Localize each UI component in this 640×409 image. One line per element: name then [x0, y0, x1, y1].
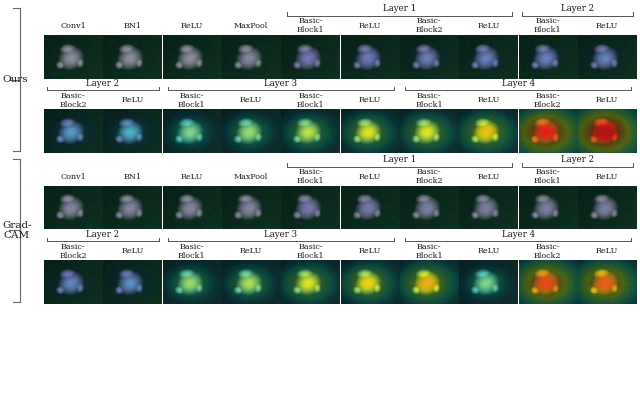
- Text: Layer 4: Layer 4: [502, 79, 534, 88]
- Text: ReLU: ReLU: [358, 247, 381, 255]
- Text: Basic-
Block2: Basic- Block2: [60, 92, 87, 109]
- Text: Basic-
Block1: Basic- Block1: [415, 92, 443, 109]
- Text: Basic-
Block2: Basic- Block2: [534, 243, 562, 260]
- Text: Layer 2: Layer 2: [561, 155, 594, 164]
- Text: Basic-
Block1: Basic- Block1: [534, 17, 562, 34]
- Text: Basic-
Block1: Basic- Block1: [415, 243, 443, 260]
- Text: ReLU: ReLU: [358, 173, 381, 181]
- Text: BN1: BN1: [124, 22, 141, 30]
- Text: ReLU: ReLU: [477, 96, 500, 104]
- Text: Basic-
Block1: Basic- Block1: [297, 168, 324, 185]
- Text: Basic-
Block1: Basic- Block1: [297, 92, 324, 109]
- Text: ReLU: ReLU: [358, 22, 381, 30]
- Text: Layer 2: Layer 2: [86, 229, 120, 238]
- Text: Basic-
Block2: Basic- Block2: [534, 92, 562, 109]
- Text: ReLU: ReLU: [180, 173, 203, 181]
- Text: Basic-
Block2: Basic- Block2: [60, 243, 87, 260]
- Text: Conv1: Conv1: [60, 173, 86, 181]
- Text: Basic-
Block2: Basic- Block2: [415, 168, 443, 185]
- Text: ReLU: ReLU: [240, 247, 262, 255]
- Text: Basic-
Block2: Basic- Block2: [415, 17, 443, 34]
- Text: ReLU: ReLU: [596, 96, 618, 104]
- Text: MaxPool: MaxPool: [234, 173, 268, 181]
- Text: ReLU: ReLU: [596, 22, 618, 30]
- Text: ReLU: ReLU: [122, 247, 144, 255]
- Text: Layer 3: Layer 3: [264, 79, 298, 88]
- Text: Layer 4: Layer 4: [502, 229, 534, 238]
- Text: ReLU: ReLU: [477, 173, 500, 181]
- Text: ReLU: ReLU: [596, 247, 618, 255]
- Text: Grad-
CAM: Grad- CAM: [2, 221, 31, 240]
- Text: ReLU: ReLU: [596, 173, 618, 181]
- Text: ReLU: ReLU: [180, 22, 203, 30]
- Text: ReLU: ReLU: [240, 96, 262, 104]
- Text: Basic-
Block1: Basic- Block1: [297, 243, 324, 260]
- Text: Layer 2: Layer 2: [561, 4, 594, 13]
- Text: ReLU: ReLU: [477, 247, 500, 255]
- Text: Layer 3: Layer 3: [264, 229, 298, 238]
- Text: Layer 1: Layer 1: [383, 4, 416, 13]
- Text: ReLU: ReLU: [122, 96, 144, 104]
- Text: MaxPool: MaxPool: [234, 22, 268, 30]
- Text: BN1: BN1: [124, 173, 141, 181]
- Text: Basic-
Block1: Basic- Block1: [178, 92, 205, 109]
- Text: ReLU: ReLU: [358, 96, 381, 104]
- Text: Layer 2: Layer 2: [86, 79, 120, 88]
- Text: ReLU: ReLU: [477, 22, 500, 30]
- Text: Basic-
Block1: Basic- Block1: [297, 17, 324, 34]
- Text: Basic-
Block1: Basic- Block1: [178, 243, 205, 260]
- Text: Ours: Ours: [2, 75, 28, 84]
- Text: Basic-
Block1: Basic- Block1: [534, 168, 562, 185]
- Text: Conv1: Conv1: [60, 22, 86, 30]
- Text: Layer 1: Layer 1: [383, 155, 416, 164]
